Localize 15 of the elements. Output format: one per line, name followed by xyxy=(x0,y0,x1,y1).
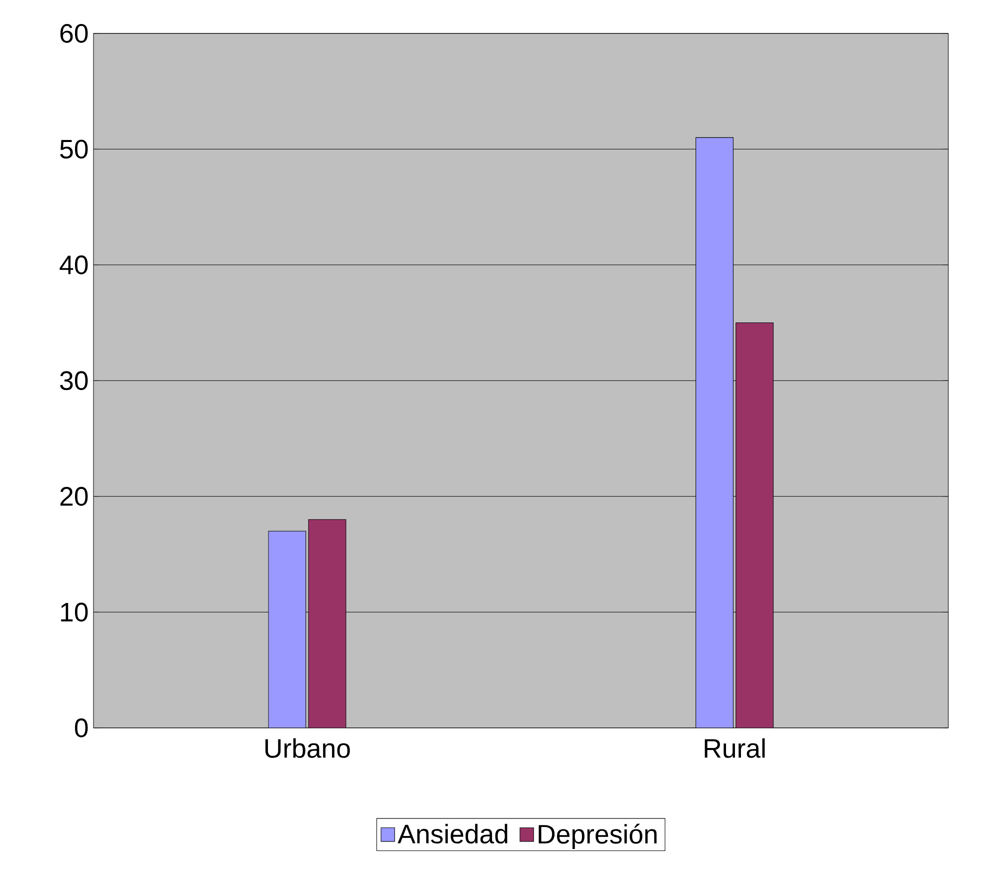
bar xyxy=(736,322,774,728)
x-tick-label: Urbano xyxy=(265,738,350,758)
bar xyxy=(696,137,734,728)
y-tick-label: 60 xyxy=(60,24,88,43)
y-tick-label: 30 xyxy=(60,371,88,390)
y-tick-label: 20 xyxy=(60,487,88,506)
y-tick-label: 0 xyxy=(74,718,88,738)
x-tick-label: Rural xyxy=(704,738,765,758)
y-tick-label: 40 xyxy=(60,256,88,274)
bar xyxy=(268,530,306,728)
bar xyxy=(308,519,346,728)
y-tick-label: 50 xyxy=(60,140,88,159)
y-tick-label: 10 xyxy=(61,602,88,622)
legend-label: Ansiedad xyxy=(398,824,508,844)
legend-label: Depresión xyxy=(538,824,657,850)
